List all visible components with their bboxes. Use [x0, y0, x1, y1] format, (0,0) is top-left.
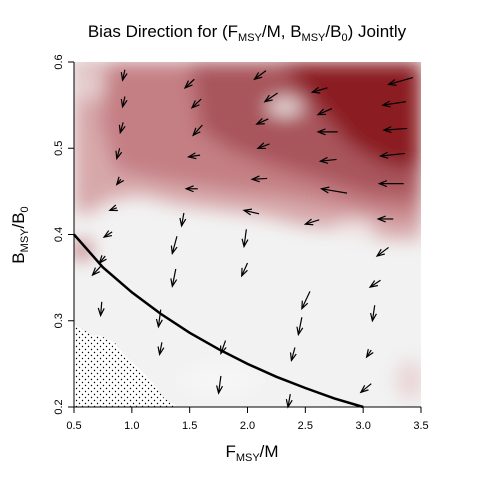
arrow-50 — [359, 383, 372, 394]
arrow-33 — [318, 156, 337, 164]
arrow-2 — [118, 122, 126, 135]
chart-title: Bias Direction for (FMSY/M, BMSY/B0) Joi… — [88, 22, 407, 44]
arrow-13 — [186, 152, 201, 160]
x-tick-label: 3.0 — [356, 420, 371, 432]
arrow-38 — [289, 347, 297, 362]
arrow-46 — [375, 246, 389, 258]
arrow-31 — [316, 108, 333, 116]
arrow-3 — [115, 148, 123, 161]
arrow-1 — [120, 96, 128, 109]
arrow-29 — [216, 375, 224, 395]
arrow-22 — [255, 117, 269, 125]
hatched-region — [74, 325, 179, 407]
y-tick-label: 0.4 — [53, 227, 65, 242]
x-axis-ticks: 0.5 1.0 1.5 2.0 2.5 3.0 3.5 — [66, 407, 429, 432]
arrow-5 — [108, 204, 118, 212]
x-tick-label: 3.5 — [413, 420, 428, 432]
arrow-28 — [220, 340, 227, 356]
arrow-19 — [157, 342, 165, 356]
arrow-4 — [115, 176, 125, 186]
arrow-16 — [170, 236, 178, 256]
arrow-41 — [381, 100, 407, 108]
arrow-20 — [253, 70, 267, 81]
arrow-26 — [241, 229, 249, 249]
arrow-25 — [242, 208, 260, 216]
arrow-9 — [97, 301, 105, 318]
y-axis-ticks: 0.2 0.3 0.4 0.5 0.6 — [53, 54, 74, 415]
arrow-30 — [310, 86, 328, 94]
arrow-43 — [378, 151, 405, 159]
y-tick-label: 0.6 — [53, 54, 65, 69]
arrow-40 — [387, 76, 414, 86]
arrow-47 — [368, 279, 381, 289]
boundary-curve — [73, 233, 364, 409]
arrow-44 — [377, 180, 404, 188]
arrow-35 — [303, 218, 320, 226]
arrow-45 — [376, 215, 394, 223]
x-tick-label: 2.0 — [240, 420, 255, 432]
arrow-15 — [179, 212, 187, 228]
y-tick-label: 0.2 — [53, 399, 65, 414]
arrow-23 — [256, 142, 270, 150]
x-tick-label: 1.5 — [182, 420, 197, 432]
arrow-49 — [365, 349, 374, 359]
y-tick-label: 0.3 — [53, 313, 65, 328]
arrow-11 — [190, 98, 202, 109]
arrow-34 — [319, 186, 348, 194]
arrow-32 — [316, 128, 338, 136]
arrow-37 — [296, 317, 304, 337]
y-axis-label: BMSY/B0 — [9, 206, 31, 263]
arrow-10 — [183, 78, 195, 89]
arrow-field — [91, 69, 414, 409]
arrow-42 — [382, 126, 408, 134]
x-axis-label: FMSY/M — [225, 442, 278, 464]
heatmap-field — [74, 62, 421, 400]
arrow-6 — [102, 230, 113, 238]
arrow-14 — [184, 185, 198, 193]
x-tick-label: 2.5 — [298, 420, 313, 432]
x-tick-label: 1.0 — [124, 420, 139, 432]
arrow-12 — [192, 124, 203, 137]
arrow-27 — [241, 262, 249, 278]
y-tick-label: 0.5 — [53, 141, 65, 156]
x-tick-label: 0.5 — [66, 420, 81, 432]
arrow-7 — [98, 255, 107, 265]
arrow-36 — [301, 291, 311, 311]
arrow-48 — [369, 305, 377, 323]
arrow-18 — [155, 309, 163, 329]
arrow-8 — [91, 266, 102, 277]
arrow-21 — [263, 92, 278, 103]
arrow-24 — [250, 175, 268, 183]
arrow-17 — [170, 268, 178, 288]
arrow-0 — [120, 69, 128, 82]
